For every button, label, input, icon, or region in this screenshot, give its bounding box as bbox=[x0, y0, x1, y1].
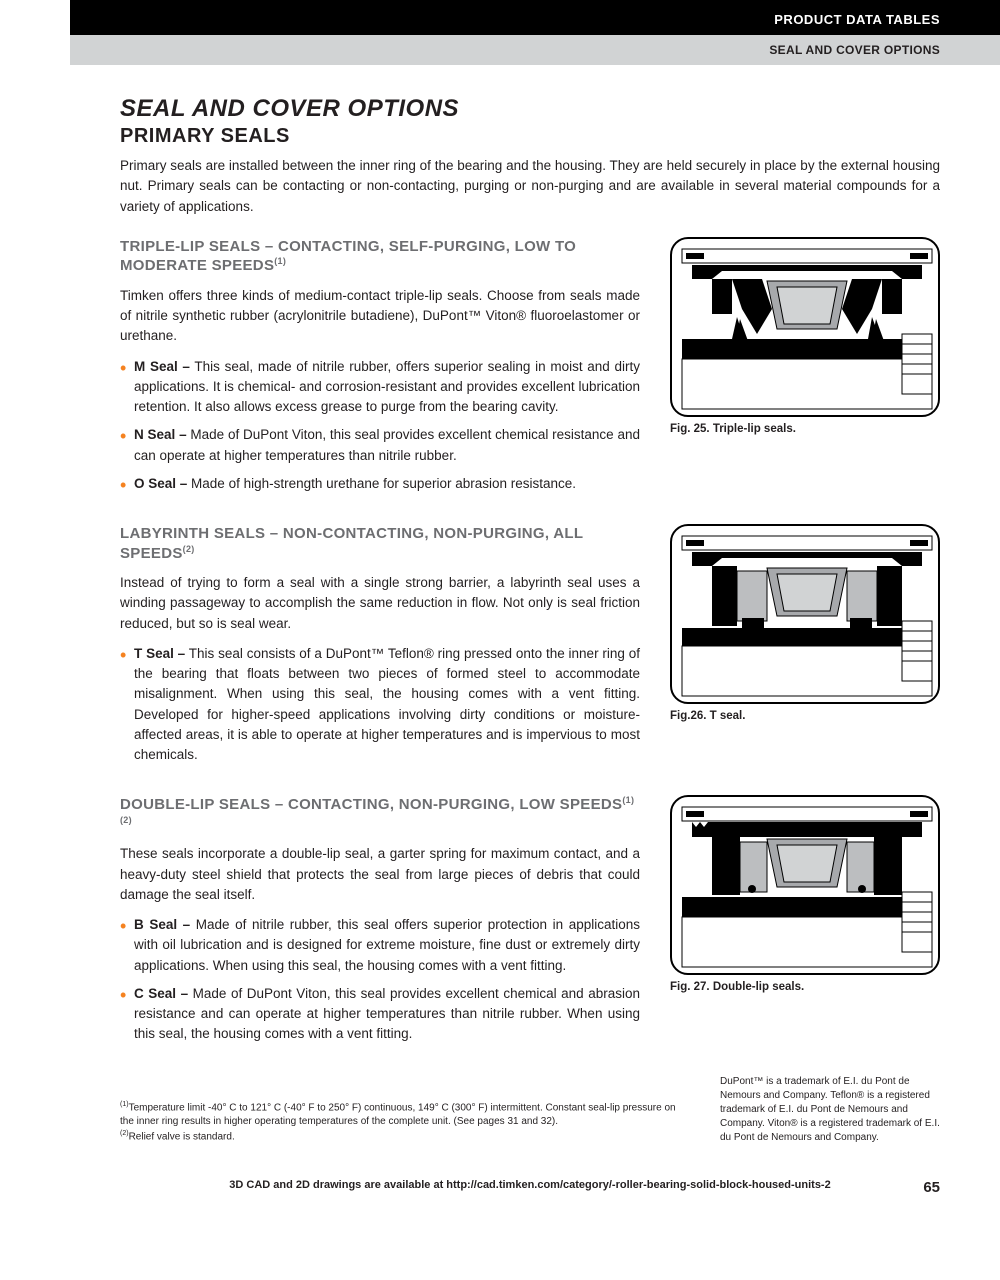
diagram-labyrinth bbox=[670, 524, 940, 704]
page-number: 65 bbox=[923, 1179, 940, 1196]
section-left: TRIPLE-LIP SEALS – CONTACTING, SELF-PURG… bbox=[120, 237, 640, 502]
list-item: N Seal – Made of DuPont Viton, this seal… bbox=[134, 425, 640, 466]
header-black: PRODUCT DATA TABLES bbox=[70, 0, 1000, 35]
page-content: SEAL AND COVER OPTIONS PRIMARY SEALS Pri… bbox=[0, 65, 1000, 1165]
main-title: SEAL AND COVER OPTIONS bbox=[120, 95, 940, 123]
sub-title: PRIMARY SEALS bbox=[120, 125, 940, 148]
seal-list-labyrinth: T Seal – This seal consists of a DuPont™… bbox=[120, 644, 640, 766]
seal-list-triple: M Seal – This seal, made of nitrile rubb… bbox=[120, 357, 640, 495]
section-right: Fig. 27. Double-lip seals. bbox=[670, 795, 940, 1052]
section-right: Fig. 25. Triple-lip seals. bbox=[670, 237, 940, 502]
header-line2: SEAL AND COVER OPTIONS bbox=[769, 43, 940, 57]
footnotes: (1)Temperature limit -40° C to 121° C (-… bbox=[120, 1100, 690, 1145]
bottom-row: (1)Temperature limit -40° C to 121° C (-… bbox=[120, 1075, 940, 1145]
footer: 3D CAD and 2D drawings are available at … bbox=[0, 1165, 1000, 1211]
section-body-triple: Timken offers three kinds of medium-cont… bbox=[120, 286, 640, 347]
section-triple: TRIPLE-LIP SEALS – CONTACTING, SELF-PURG… bbox=[120, 237, 940, 502]
section-body-double: These seals incorporate a double-lip sea… bbox=[120, 844, 640, 905]
section-right: Fig.26. T seal. bbox=[670, 524, 940, 773]
section-labyrinth: LABYRINTH SEALS – NON-CONTACTING, NON-PU… bbox=[120, 524, 940, 773]
section-left: DOUBLE-LIP SEALS – CONTACTING, NON-PURGI… bbox=[120, 795, 640, 1052]
section-double: DOUBLE-LIP SEALS – CONTACTING, NON-PURGI… bbox=[120, 795, 940, 1052]
list-item: C Seal – Made of DuPont Viton, this seal… bbox=[134, 984, 640, 1045]
fig-caption-25: Fig. 25. Triple-lip seals. bbox=[670, 423, 940, 435]
list-item: M Seal – This seal, made of nitrile rubb… bbox=[134, 357, 640, 418]
header-gray: SEAL AND COVER OPTIONS bbox=[70, 35, 1000, 65]
section-body-labyrinth: Instead of trying to form a seal with a … bbox=[120, 573, 640, 634]
list-item: T Seal – This seal consists of a DuPont™… bbox=[134, 644, 640, 766]
header-line1: PRODUCT DATA TABLES bbox=[774, 12, 940, 27]
footer-text: 3D CAD and 2D drawings are available at … bbox=[229, 1179, 830, 1191]
diagram-triple bbox=[670, 237, 940, 417]
fig-caption-26: Fig.26. T seal. bbox=[670, 710, 940, 722]
list-item: O Seal – Made of high-strength urethane … bbox=[134, 474, 640, 494]
section-heading-triple: TRIPLE-LIP SEALS – CONTACTING, SELF-PURG… bbox=[120, 237, 640, 276]
fig-caption-27: Fig. 27. Double-lip seals. bbox=[670, 981, 940, 993]
section-left: LABYRINTH SEALS – NON-CONTACTING, NON-PU… bbox=[120, 524, 640, 773]
list-item: B Seal – Made of nitrile rubber, this se… bbox=[134, 915, 640, 976]
diagram-double bbox=[670, 795, 940, 975]
trademark-note: DuPont™ is a trademark of E.I. du Pont d… bbox=[720, 1075, 940, 1145]
section-heading-labyrinth: LABYRINTH SEALS – NON-CONTACTING, NON-PU… bbox=[120, 524, 640, 563]
intro-text: Primary seals are installed between the … bbox=[120, 156, 940, 217]
seal-list-double: B Seal – Made of nitrile rubber, this se… bbox=[120, 915, 640, 1045]
section-heading-double: DOUBLE-LIP SEALS – CONTACTING, NON-PURGI… bbox=[120, 795, 640, 834]
